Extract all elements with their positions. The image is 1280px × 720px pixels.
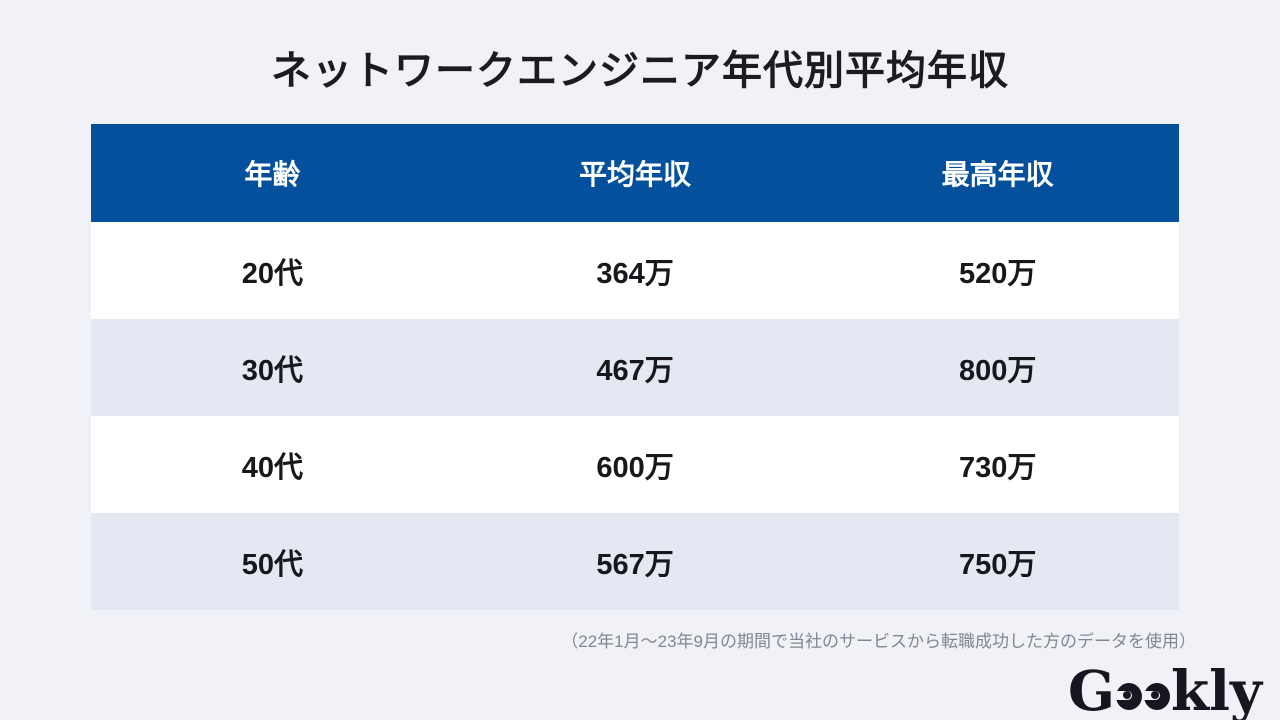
table-row-40s: 40代 600万 730万 bbox=[91, 416, 1179, 513]
eye-icon bbox=[1144, 683, 1171, 710]
age-cell: 20代 bbox=[241, 257, 303, 290]
max-income-cell: 750万 bbox=[958, 548, 1037, 581]
table-row-20s: 20代 364万 520万 bbox=[91, 222, 1179, 319]
data-source-footnote: （22年1月〜23年9月の期間で当社のサービスから転職成功した方のデータを使用） bbox=[561, 632, 1196, 651]
column-header-age: 年齢 bbox=[244, 159, 301, 190]
table-header-row: 年齢 平均年収 最高年収 bbox=[91, 124, 1179, 222]
logo-letter-g: G bbox=[1068, 658, 1116, 720]
eye-pupil-icon bbox=[1123, 691, 1132, 699]
age-cell: 40代 bbox=[241, 451, 303, 484]
age-cell: 30代 bbox=[241, 354, 303, 387]
average-income-cell: 567万 bbox=[596, 548, 674, 581]
eye-icon bbox=[1116, 683, 1143, 710]
column-header-average-income: 平均年収 bbox=[579, 159, 692, 190]
max-income-cell: 730万 bbox=[958, 451, 1037, 484]
average-income-cell: 364万 bbox=[596, 257, 674, 290]
column-header-max-income: 最高年収 bbox=[941, 159, 1054, 190]
income-table: 年齢 平均年収 最高年収 20代 364万 520万 30代 467万 800万… bbox=[91, 124, 1179, 610]
table-row-50s: 50代 567万 750万 bbox=[91, 513, 1179, 610]
average-income-cell: 600万 bbox=[596, 451, 674, 484]
max-income-cell: 800万 bbox=[958, 354, 1037, 387]
age-cell: 50代 bbox=[241, 548, 303, 581]
page-title: ネットワークエンジニア年代別平均年収 bbox=[271, 49, 1009, 93]
max-income-cell: 520万 bbox=[958, 257, 1037, 290]
table-row-30s: 30代 467万 800万 bbox=[91, 319, 1179, 416]
eye-pupil-icon bbox=[1151, 691, 1160, 699]
average-income-cell: 467万 bbox=[596, 354, 674, 387]
logo-letters-kly: kly bbox=[1171, 658, 1262, 720]
